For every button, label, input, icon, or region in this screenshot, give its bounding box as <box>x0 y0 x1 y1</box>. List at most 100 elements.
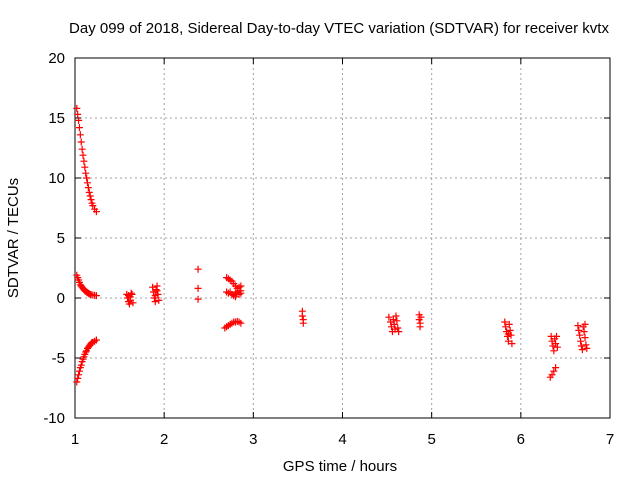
data-point <box>75 371 83 379</box>
data-point <box>553 343 561 351</box>
grid <box>75 58 610 418</box>
data-point <box>416 323 424 331</box>
data-point <box>550 367 558 375</box>
data-point <box>552 364 560 372</box>
y-axis-label: SDTVAR / TECUs <box>5 178 22 298</box>
data-point <box>85 188 93 196</box>
data-point <box>237 282 245 290</box>
data-point <box>92 336 100 344</box>
data-point <box>581 320 589 328</box>
data-point <box>553 332 560 340</box>
data-point <box>73 378 81 386</box>
data-point <box>235 318 243 326</box>
data-point <box>75 367 83 375</box>
data-point <box>575 326 583 334</box>
data-point <box>194 295 202 303</box>
y-tick-label: 15 <box>48 110 65 127</box>
y-tick-label: 0 <box>57 290 65 307</box>
data-point <box>155 296 163 304</box>
data-point <box>394 324 402 332</box>
data-point <box>504 330 512 338</box>
y-tick-label: 20 <box>48 50 65 67</box>
data-point <box>83 174 91 182</box>
data-point <box>581 334 589 342</box>
data-point <box>576 331 584 339</box>
data-point <box>92 292 100 300</box>
axis-ticks <box>74 57 611 419</box>
data-point <box>504 337 512 345</box>
data-point <box>79 151 87 159</box>
y-tick-labels: -10 -5 0 5 10 15 20 <box>43 50 65 427</box>
data-point <box>506 326 514 334</box>
data-point <box>505 320 513 328</box>
data-point <box>75 124 83 132</box>
data-point <box>125 292 132 300</box>
data-point <box>580 328 588 336</box>
data-point <box>417 313 425 321</box>
data-point <box>126 296 134 304</box>
x-tick-label: 1 <box>71 431 79 448</box>
data-point <box>552 340 560 348</box>
data-point <box>151 292 159 300</box>
data-point <box>152 286 160 294</box>
x-axis-label: GPS time / hours <box>283 458 397 475</box>
data-point <box>395 328 403 336</box>
data-point <box>73 104 81 112</box>
data-point <box>194 265 202 273</box>
data-point <box>194 284 202 292</box>
data-point <box>550 347 558 355</box>
x-tick-label: 5 <box>427 431 435 448</box>
data-point <box>92 208 100 216</box>
data-point <box>299 319 307 327</box>
data-point <box>74 374 82 382</box>
data-point <box>235 283 243 291</box>
data-point <box>128 290 136 298</box>
data-point <box>577 342 585 350</box>
data-point <box>82 348 90 356</box>
data-point <box>232 293 239 301</box>
data-point <box>78 145 86 153</box>
data-point <box>89 202 97 210</box>
data-point <box>77 361 85 369</box>
data-point <box>390 320 398 328</box>
x-tick-label: 7 <box>606 431 614 448</box>
data-point <box>87 196 95 204</box>
y-tick-label: -10 <box>43 410 65 427</box>
data-point <box>582 341 590 349</box>
data-point <box>76 131 84 139</box>
x-tick-labels: 1 2 3 4 5 6 7 <box>71 431 614 448</box>
data-point <box>153 287 161 295</box>
data-points <box>73 104 591 386</box>
data-point <box>574 322 582 330</box>
data-point <box>235 290 243 298</box>
data-point <box>151 298 159 306</box>
data-point <box>298 312 306 320</box>
x-tick-label: 4 <box>338 431 346 448</box>
data-point <box>74 110 82 118</box>
data-point <box>75 116 83 124</box>
data-point <box>385 313 393 321</box>
data-point <box>501 318 509 326</box>
data-point <box>81 163 89 171</box>
data-point <box>577 337 585 345</box>
data-point <box>82 169 90 177</box>
data-point <box>502 323 510 331</box>
data-point <box>149 283 157 291</box>
y-tick-label: -5 <box>52 350 65 367</box>
data-point <box>548 371 556 379</box>
data-point <box>84 184 92 192</box>
data-point <box>83 179 91 187</box>
x-tick-label: 6 <box>517 431 525 448</box>
data-point <box>389 316 397 324</box>
data-point <box>237 319 245 327</box>
y-tick-label: 10 <box>48 170 65 187</box>
x-tick-label: 2 <box>160 431 168 448</box>
data-point <box>125 300 133 308</box>
data-point <box>578 346 586 354</box>
chart-title: Day 099 of 2018, Sidereal Day-to-day VTE… <box>69 20 609 37</box>
data-point <box>86 192 94 200</box>
data-point <box>393 317 401 325</box>
data-point <box>392 312 400 320</box>
data-point <box>508 340 516 348</box>
